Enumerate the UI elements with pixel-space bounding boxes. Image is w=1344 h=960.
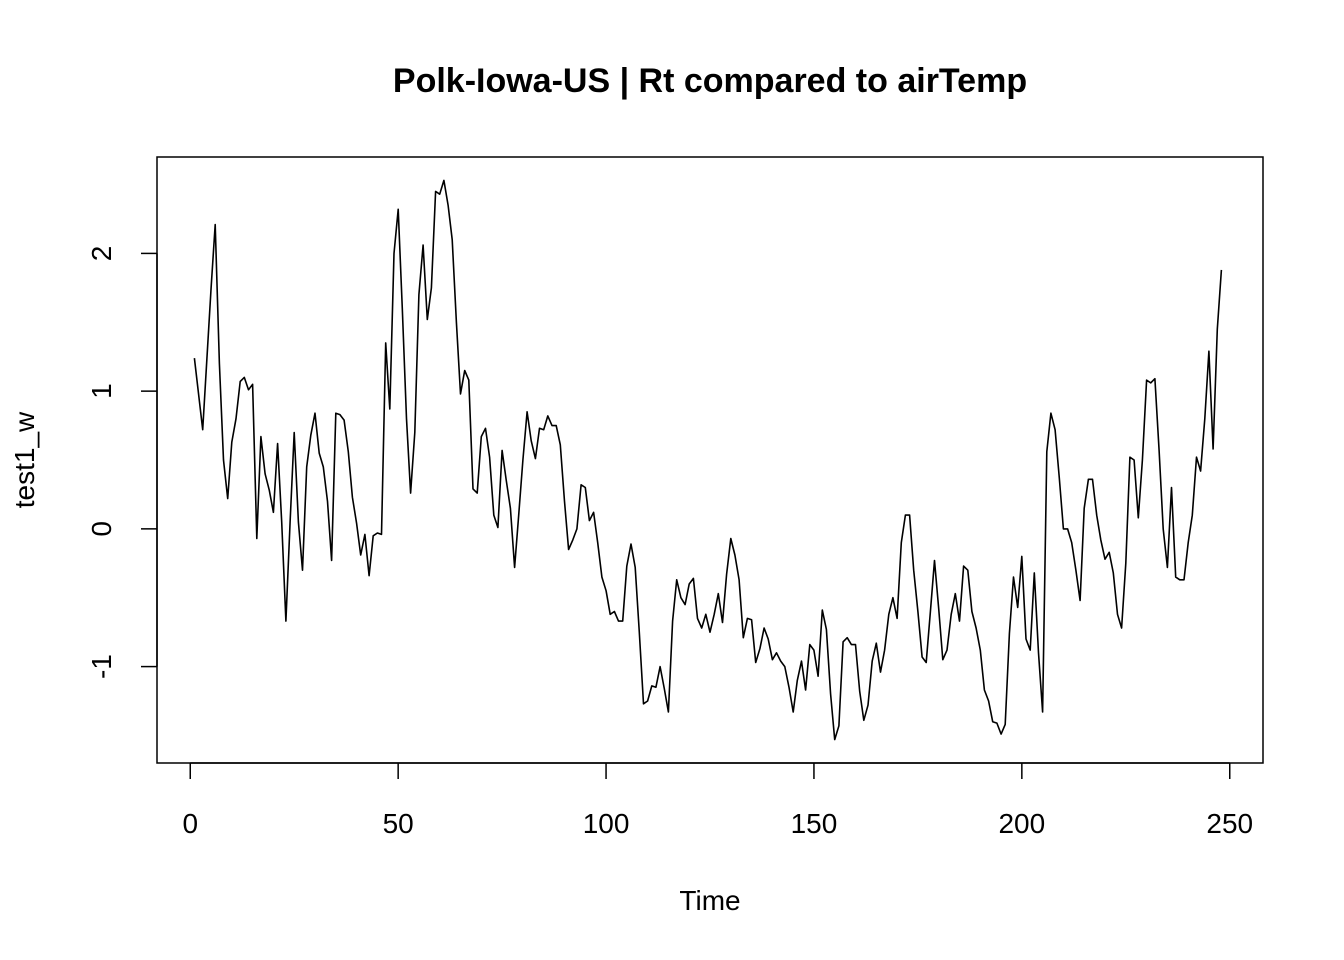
y-tick-label: 2 — [86, 246, 117, 262]
x-tick-label: 200 — [998, 808, 1045, 839]
plot-frame — [156, 156, 1264, 764]
y-axis: -1 0 1 2 — [86, 246, 158, 679]
y-tick-label: 0 — [86, 521, 117, 537]
x-tick-label: 0 — [182, 808, 198, 839]
x-tick-label: 50 — [383, 808, 414, 839]
y-axis-label: test1_w — [9, 411, 40, 508]
series-line — [193, 179, 1223, 741]
chart-title: Polk-Iowa-US | Rt compared to airTemp — [393, 62, 1027, 100]
x-tick-label: 250 — [1206, 808, 1253, 839]
x-tick-label: 150 — [791, 808, 838, 839]
x-tick-label: 100 — [583, 808, 630, 839]
x-axis: 0 50 100 150 200 250 — [182, 762, 1253, 839]
y-tick-label: 1 — [86, 383, 117, 399]
x-axis-label: Time — [679, 885, 740, 916]
y-tick-label: -1 — [86, 654, 117, 679]
